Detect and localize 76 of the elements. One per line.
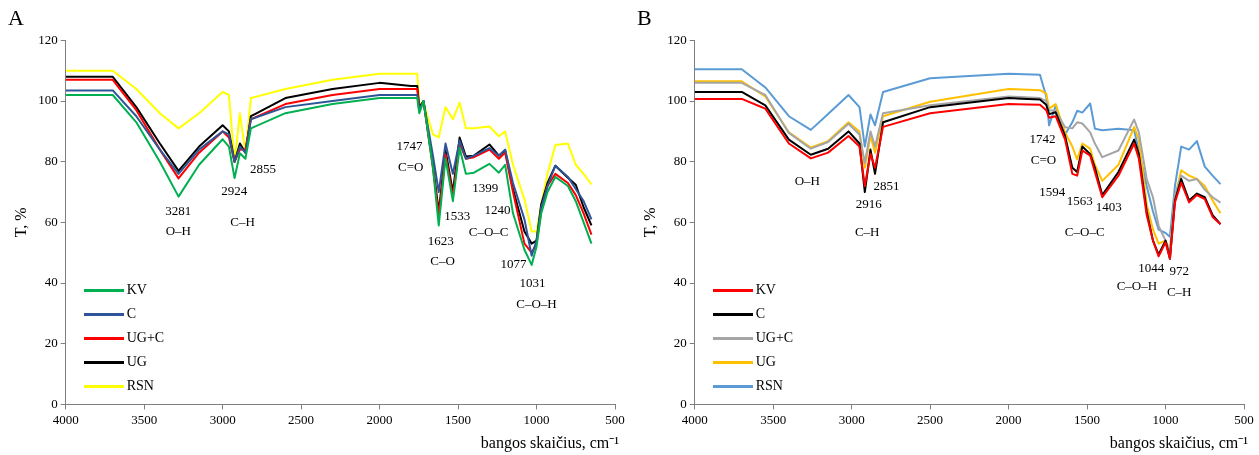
annotation: 1044 <box>1138 260 1165 276</box>
legend-label: RSN <box>755 378 783 395</box>
legend-label: C <box>755 306 766 323</box>
y-tick-label: 40 <box>673 274 687 290</box>
annotation: 1742 <box>1029 131 1056 147</box>
legend-label: C <box>126 306 137 323</box>
annotation: 1403 <box>1095 199 1122 215</box>
annotation: C=O <box>397 159 424 175</box>
x-axis-title: bangos skaičius, cm⁻¹ <box>480 433 619 453</box>
annotation: 2916 <box>855 196 883 212</box>
y-tick-label: 100 <box>667 92 687 108</box>
annotation: 3281 <box>165 202 192 218</box>
y-tick-label: 40 <box>44 274 58 290</box>
legend-label: KV <box>126 282 147 299</box>
annotation: C–H <box>1166 284 1192 300</box>
chart-title: B <box>637 4 652 30</box>
annotation: 2851 <box>873 177 900 193</box>
annotation: C–H <box>854 224 880 240</box>
x-tick-label: 3000 <box>209 411 236 427</box>
x-tick-label: 500 <box>605 411 625 427</box>
annotation: 1563 <box>1066 192 1093 208</box>
annotation: C–O–H <box>516 295 557 311</box>
annotation: C–H <box>230 213 255 229</box>
legend-label: UG <box>755 354 776 371</box>
annotation: 1594 <box>1039 183 1066 199</box>
y-tick-label: 120 <box>38 31 58 47</box>
x-tick-label: 4000 <box>52 411 79 427</box>
annotation: 1240 <box>484 201 511 217</box>
y-tick-label: 80 <box>673 153 687 169</box>
annotation: 1031 <box>519 274 546 290</box>
y-axis-title: T, % <box>11 207 29 238</box>
annotation: 1623 <box>427 233 454 249</box>
annotation: 1399 <box>472 180 499 196</box>
x-tick-label: 1500 <box>1074 411 1101 427</box>
x-tick-label: 1000 <box>523 411 550 427</box>
x-tick-label: 2500 <box>288 411 315 427</box>
legend-label: RSN <box>126 378 154 395</box>
chart-title: A <box>8 4 24 30</box>
annotation: C–O–C <box>1064 224 1105 240</box>
annotation: 2855 <box>249 161 276 177</box>
y-tick-label: 20 <box>44 335 58 351</box>
annotation: O–H <box>165 222 191 238</box>
y-axis-title: T, % <box>640 207 658 238</box>
annotation: C–O <box>430 253 455 269</box>
y-tick-label: 120 <box>667 31 687 47</box>
annotation: C=O <box>1030 151 1057 167</box>
x-tick-label: 2000 <box>995 411 1022 427</box>
annotation: C–O–H <box>1116 278 1158 294</box>
x-axis-title: bangos skaičius, cm⁻¹ <box>1109 433 1248 453</box>
annotation: 2924 <box>221 182 248 198</box>
annotation: 1747 <box>396 138 424 154</box>
legend-label: UG+C <box>126 330 165 347</box>
legend-label: KV <box>755 282 776 299</box>
x-tick-label: 2500 <box>917 411 944 427</box>
y-tick-label: 0 <box>680 395 687 411</box>
y-tick-label: 100 <box>38 92 58 108</box>
y-tick-label: 0 <box>51 395 58 411</box>
x-tick-label: 2000 <box>366 411 393 427</box>
annotation: 1077 <box>500 256 527 272</box>
x-tick-label: 3000 <box>838 411 865 427</box>
y-tick-label: 80 <box>44 153 58 169</box>
annotation: 972 <box>1169 262 1189 278</box>
x-tick-label: 4000 <box>681 411 708 427</box>
y-tick-label: 20 <box>673 335 687 351</box>
annotation: 1533 <box>444 207 471 223</box>
x-tick-label: 1000 <box>1152 411 1179 427</box>
legend-label: UG+C <box>755 330 794 347</box>
x-tick-label: 500 <box>1234 411 1254 427</box>
y-tick-label: 60 <box>673 213 687 229</box>
annotation: C–O–C <box>468 224 509 240</box>
legend-label: UG <box>126 354 147 371</box>
x-tick-label: 3500 <box>131 411 158 427</box>
annotation: O–H <box>794 173 820 189</box>
x-tick-label: 1500 <box>445 411 472 427</box>
y-tick-label: 60 <box>44 213 58 229</box>
x-tick-label: 3500 <box>760 411 787 427</box>
